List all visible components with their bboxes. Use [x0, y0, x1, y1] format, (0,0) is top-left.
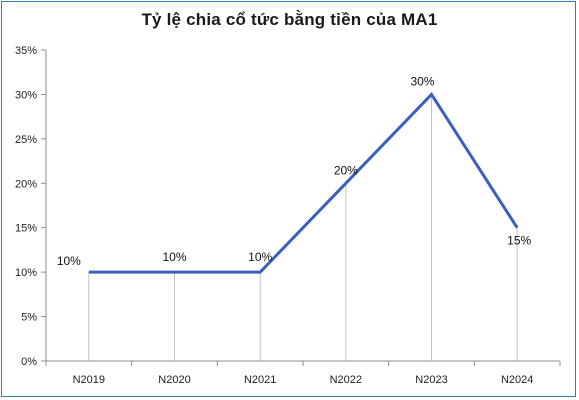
- y-tick-label: 30%: [15, 89, 37, 101]
- data-label: 10%: [248, 250, 272, 264]
- y-tick-label: 15%: [15, 223, 37, 235]
- x-tick-label: N2023: [415, 374, 447, 386]
- y-tick-label: 25%: [15, 134, 37, 146]
- y-tick-label: 5%: [21, 312, 37, 324]
- y-tick-label: 10%: [15, 267, 37, 279]
- data-labels: 10% 10% 10% 20% 30% 15%: [57, 74, 532, 268]
- data-label: 10%: [162, 250, 186, 264]
- data-label: 10%: [57, 254, 81, 268]
- chart-title: Tỷ lệ chia cổ tức bằng tiền của MA1: [141, 10, 438, 29]
- x-tick-label: N2020: [158, 374, 190, 386]
- drop-lines: [88, 94, 518, 361]
- y-tick-label: 0%: [21, 356, 37, 368]
- x-tick-label: N2021: [244, 374, 276, 386]
- series-line: [88, 92, 519, 274]
- y-tick-label: 20%: [15, 178, 37, 190]
- data-label: 30%: [410, 74, 434, 88]
- y-tick-label: 35%: [15, 45, 37, 57]
- x-tick-label: N2022: [330, 374, 362, 386]
- x-tick-label: N2019: [73, 374, 105, 386]
- axes: 0% 5% 10% 15% 20% 25% 30% 35% N2019 N2020 N2021 N20…: [15, 45, 561, 386]
- data-label: 15%: [507, 234, 531, 248]
- series: [88, 92, 519, 274]
- x-tick-label: N2024: [501, 374, 533, 386]
- data-label: 20%: [334, 163, 358, 177]
